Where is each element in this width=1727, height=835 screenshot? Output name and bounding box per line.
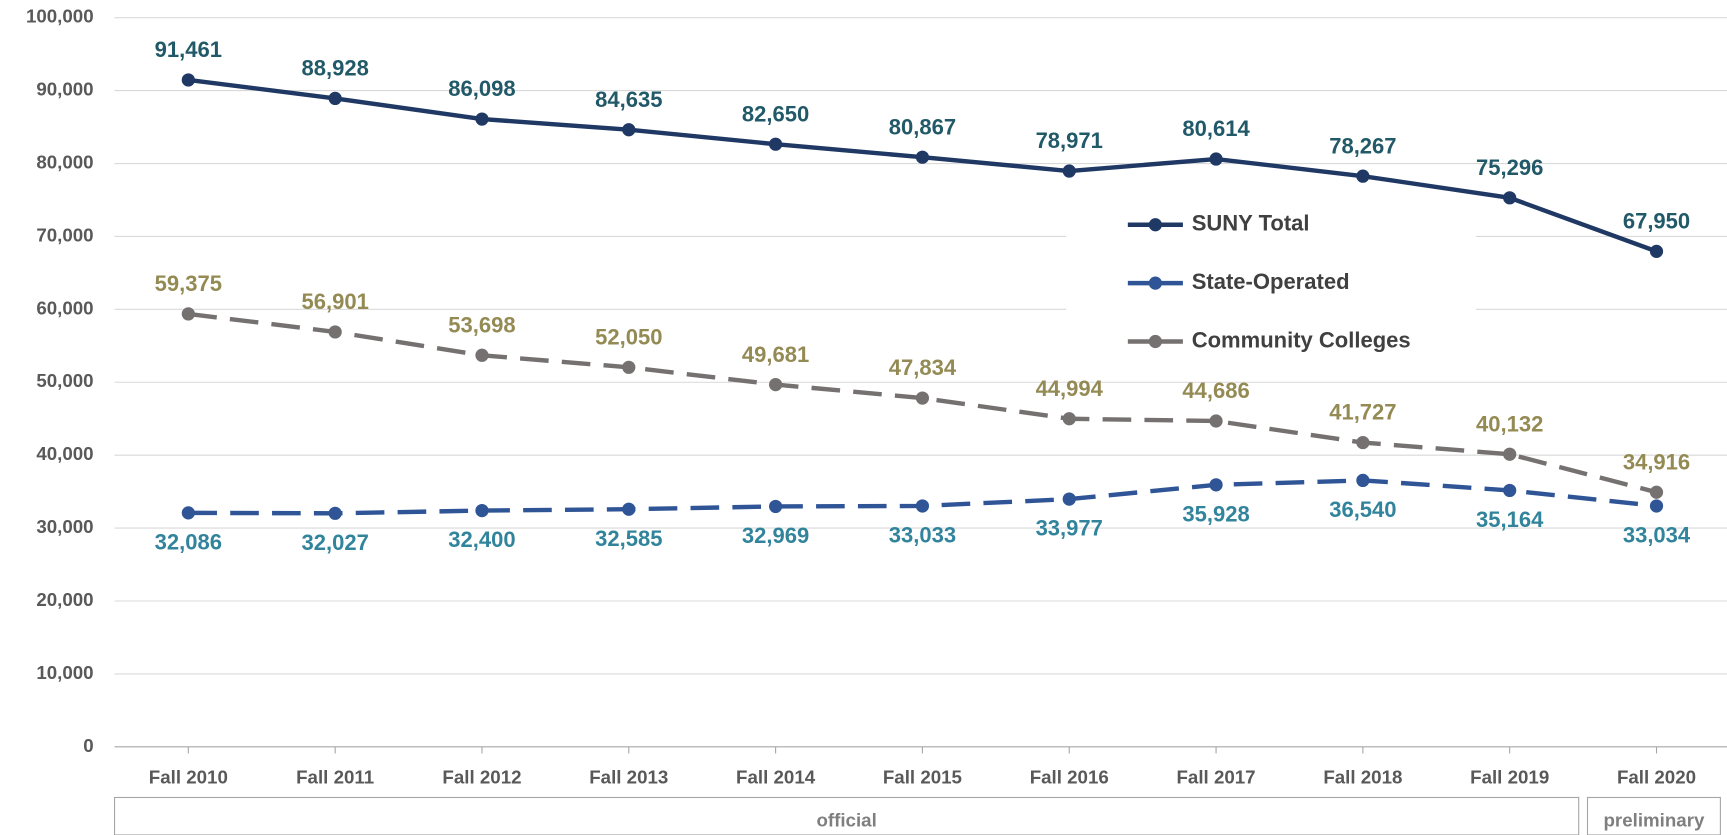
data-point xyxy=(622,123,636,137)
data-point xyxy=(1649,499,1664,513)
data-label: 32,585 xyxy=(595,526,662,551)
x-tick-label: Fall 2014 xyxy=(736,767,816,788)
data-label: 53,698 xyxy=(448,312,515,337)
data-label: 52,050 xyxy=(595,324,662,349)
data-point xyxy=(768,377,783,392)
x-tick-label: Fall 2019 xyxy=(1470,767,1549,788)
data-point xyxy=(181,73,195,87)
data-label: 78,267 xyxy=(1329,133,1396,158)
y-tick-label: 10,000 xyxy=(36,662,93,683)
data-point xyxy=(915,499,930,513)
x-tick-label: Fall 2013 xyxy=(589,767,668,788)
data-point xyxy=(1649,485,1664,499)
data-label: 80,614 xyxy=(1182,116,1250,141)
data-label: 32,400 xyxy=(448,527,515,552)
y-tick-label: 60,000 xyxy=(36,297,93,318)
data-point xyxy=(1649,244,1664,258)
data-label: 41,727 xyxy=(1329,400,1396,425)
data-label: 56,901 xyxy=(301,289,368,314)
legend-label: State-Operated xyxy=(1192,269,1350,294)
x-tick-label: Fall 2012 xyxy=(442,767,521,788)
data-label: 49,681 xyxy=(742,342,809,367)
x-tick-label: Fall 2016 xyxy=(1030,767,1109,788)
data-point xyxy=(328,506,342,520)
y-tick-label: 100,000 xyxy=(26,6,94,27)
x-tick-label: Fall 2010 xyxy=(149,767,228,788)
data-point xyxy=(1503,483,1517,498)
data-label: 32,086 xyxy=(155,530,222,555)
data-label: 32,027 xyxy=(301,530,368,555)
data-point xyxy=(1062,412,1076,426)
y-tick-label: 40,000 xyxy=(36,443,93,464)
data-point xyxy=(915,150,930,164)
x-tick-label: Fall 2020 xyxy=(1617,767,1696,788)
group-label: official xyxy=(816,810,876,831)
data-point xyxy=(1356,169,1370,183)
legend-label: Community Colleges xyxy=(1192,327,1411,352)
data-point xyxy=(768,499,783,514)
data-point xyxy=(1503,447,1517,461)
y-tick-label: 50,000 xyxy=(36,370,93,391)
data-label: 84,635 xyxy=(595,87,662,112)
x-tick-label: Fall 2011 xyxy=(296,767,374,788)
group-label: preliminary xyxy=(1603,810,1705,831)
data-point xyxy=(1062,492,1076,506)
data-point xyxy=(622,502,636,516)
data-label: 80,867 xyxy=(889,114,956,139)
y-tick-label: 90,000 xyxy=(36,79,93,100)
data-label: 34,916 xyxy=(1623,449,1690,474)
data-point xyxy=(475,112,489,126)
data-point xyxy=(181,506,195,520)
data-label: 36,540 xyxy=(1329,497,1396,522)
data-point xyxy=(1356,435,1370,450)
legend-marker xyxy=(1148,218,1162,232)
data-point xyxy=(475,348,489,362)
data-point xyxy=(1209,478,1223,492)
y-tick-label: 0 xyxy=(83,735,93,756)
data-point xyxy=(1356,473,1370,488)
data-point xyxy=(475,503,489,518)
data-point xyxy=(1209,152,1223,166)
data-label: 40,132 xyxy=(1476,411,1543,436)
data-label: 35,164 xyxy=(1476,507,1544,532)
y-tick-label: 70,000 xyxy=(36,224,93,245)
legend-label: SUNY Total xyxy=(1192,211,1310,236)
data-label: 33,034 xyxy=(1623,523,1691,548)
data-point xyxy=(328,325,342,339)
x-tick-label: Fall 2018 xyxy=(1323,767,1402,788)
data-label: 78,971 xyxy=(1036,128,1103,153)
legend-marker xyxy=(1148,334,1162,349)
x-tick-label: Fall 2015 xyxy=(883,767,962,788)
data-label: 82,650 xyxy=(742,101,809,126)
data-label: 86,098 xyxy=(448,76,515,101)
data-label: 75,296 xyxy=(1476,155,1543,180)
data-label: 91,461 xyxy=(155,37,222,62)
data-point xyxy=(915,391,930,405)
data-point xyxy=(1062,164,1076,178)
data-label: 35,928 xyxy=(1182,502,1249,527)
data-label: 44,994 xyxy=(1036,376,1104,401)
y-tick-label: 80,000 xyxy=(36,151,93,172)
data-point xyxy=(328,91,342,106)
data-label: 59,375 xyxy=(155,271,222,296)
data-label: 47,834 xyxy=(889,355,957,380)
data-label: 88,928 xyxy=(301,56,368,81)
data-point xyxy=(1209,414,1223,428)
data-label: 33,033 xyxy=(889,523,956,548)
legend-marker xyxy=(1148,276,1162,290)
data-point xyxy=(622,360,636,374)
data-point xyxy=(181,307,195,321)
x-tick-label: Fall 2017 xyxy=(1177,767,1256,788)
data-point xyxy=(1503,191,1517,205)
data-point xyxy=(768,137,783,151)
data-label: 67,950 xyxy=(1623,209,1690,234)
y-tick-label: 20,000 xyxy=(36,589,93,610)
y-tick-label: 30,000 xyxy=(36,516,93,537)
data-label: 32,969 xyxy=(742,523,809,548)
data-label: 33,977 xyxy=(1036,516,1103,541)
data-label: 44,686 xyxy=(1182,378,1249,403)
